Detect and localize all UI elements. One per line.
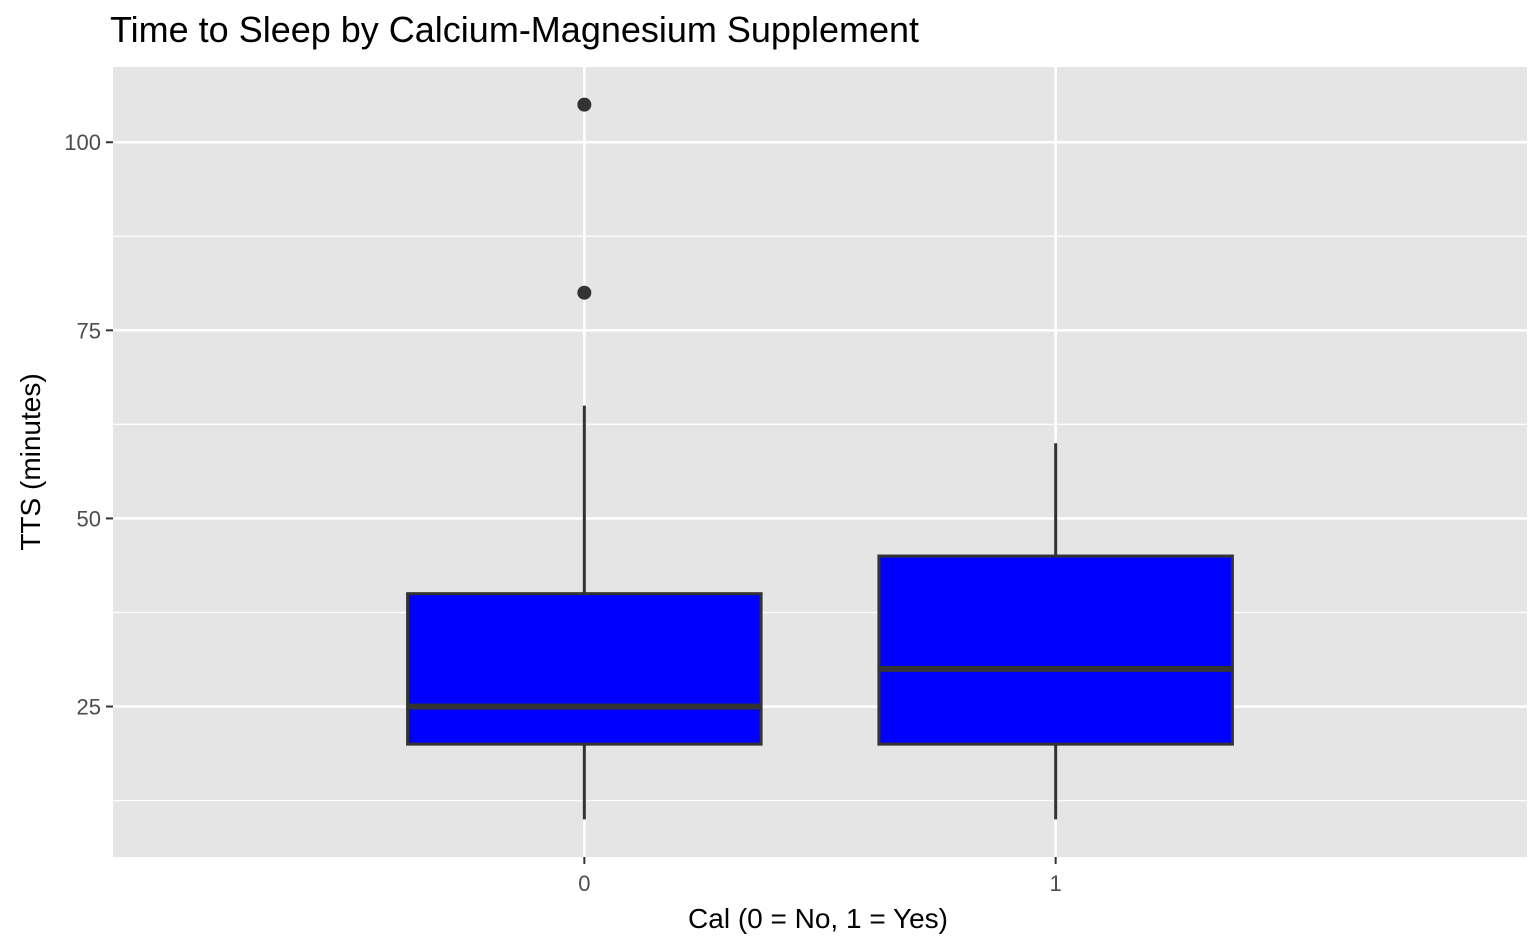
y-tick-label: 75 [77,318,101,343]
iqr-box [877,554,1234,746]
outlier-point [577,97,592,112]
plot-panel [113,67,1527,857]
y-tick-label: 50 [77,506,101,531]
x-axis-title: Cal (0 = No, 1 = Yes) [688,903,948,934]
x-tick-label: 1 [1050,871,1062,896]
x-tick-label: 0 [578,871,590,896]
box-group-0 [406,97,763,820]
iqr-box [406,592,763,746]
box-group-1 [877,443,1234,820]
y-axis: 25 50 75 100 [64,130,113,720]
y-axis-title: TTS (minutes) [15,373,46,550]
chart-title: Time to Sleep by Calcium-Magnesium Suppl… [110,9,919,50]
y-tick-label: 100 [64,130,101,155]
outlier-point [577,285,592,300]
boxes [406,97,1234,820]
y-tick-label: 25 [77,695,101,720]
